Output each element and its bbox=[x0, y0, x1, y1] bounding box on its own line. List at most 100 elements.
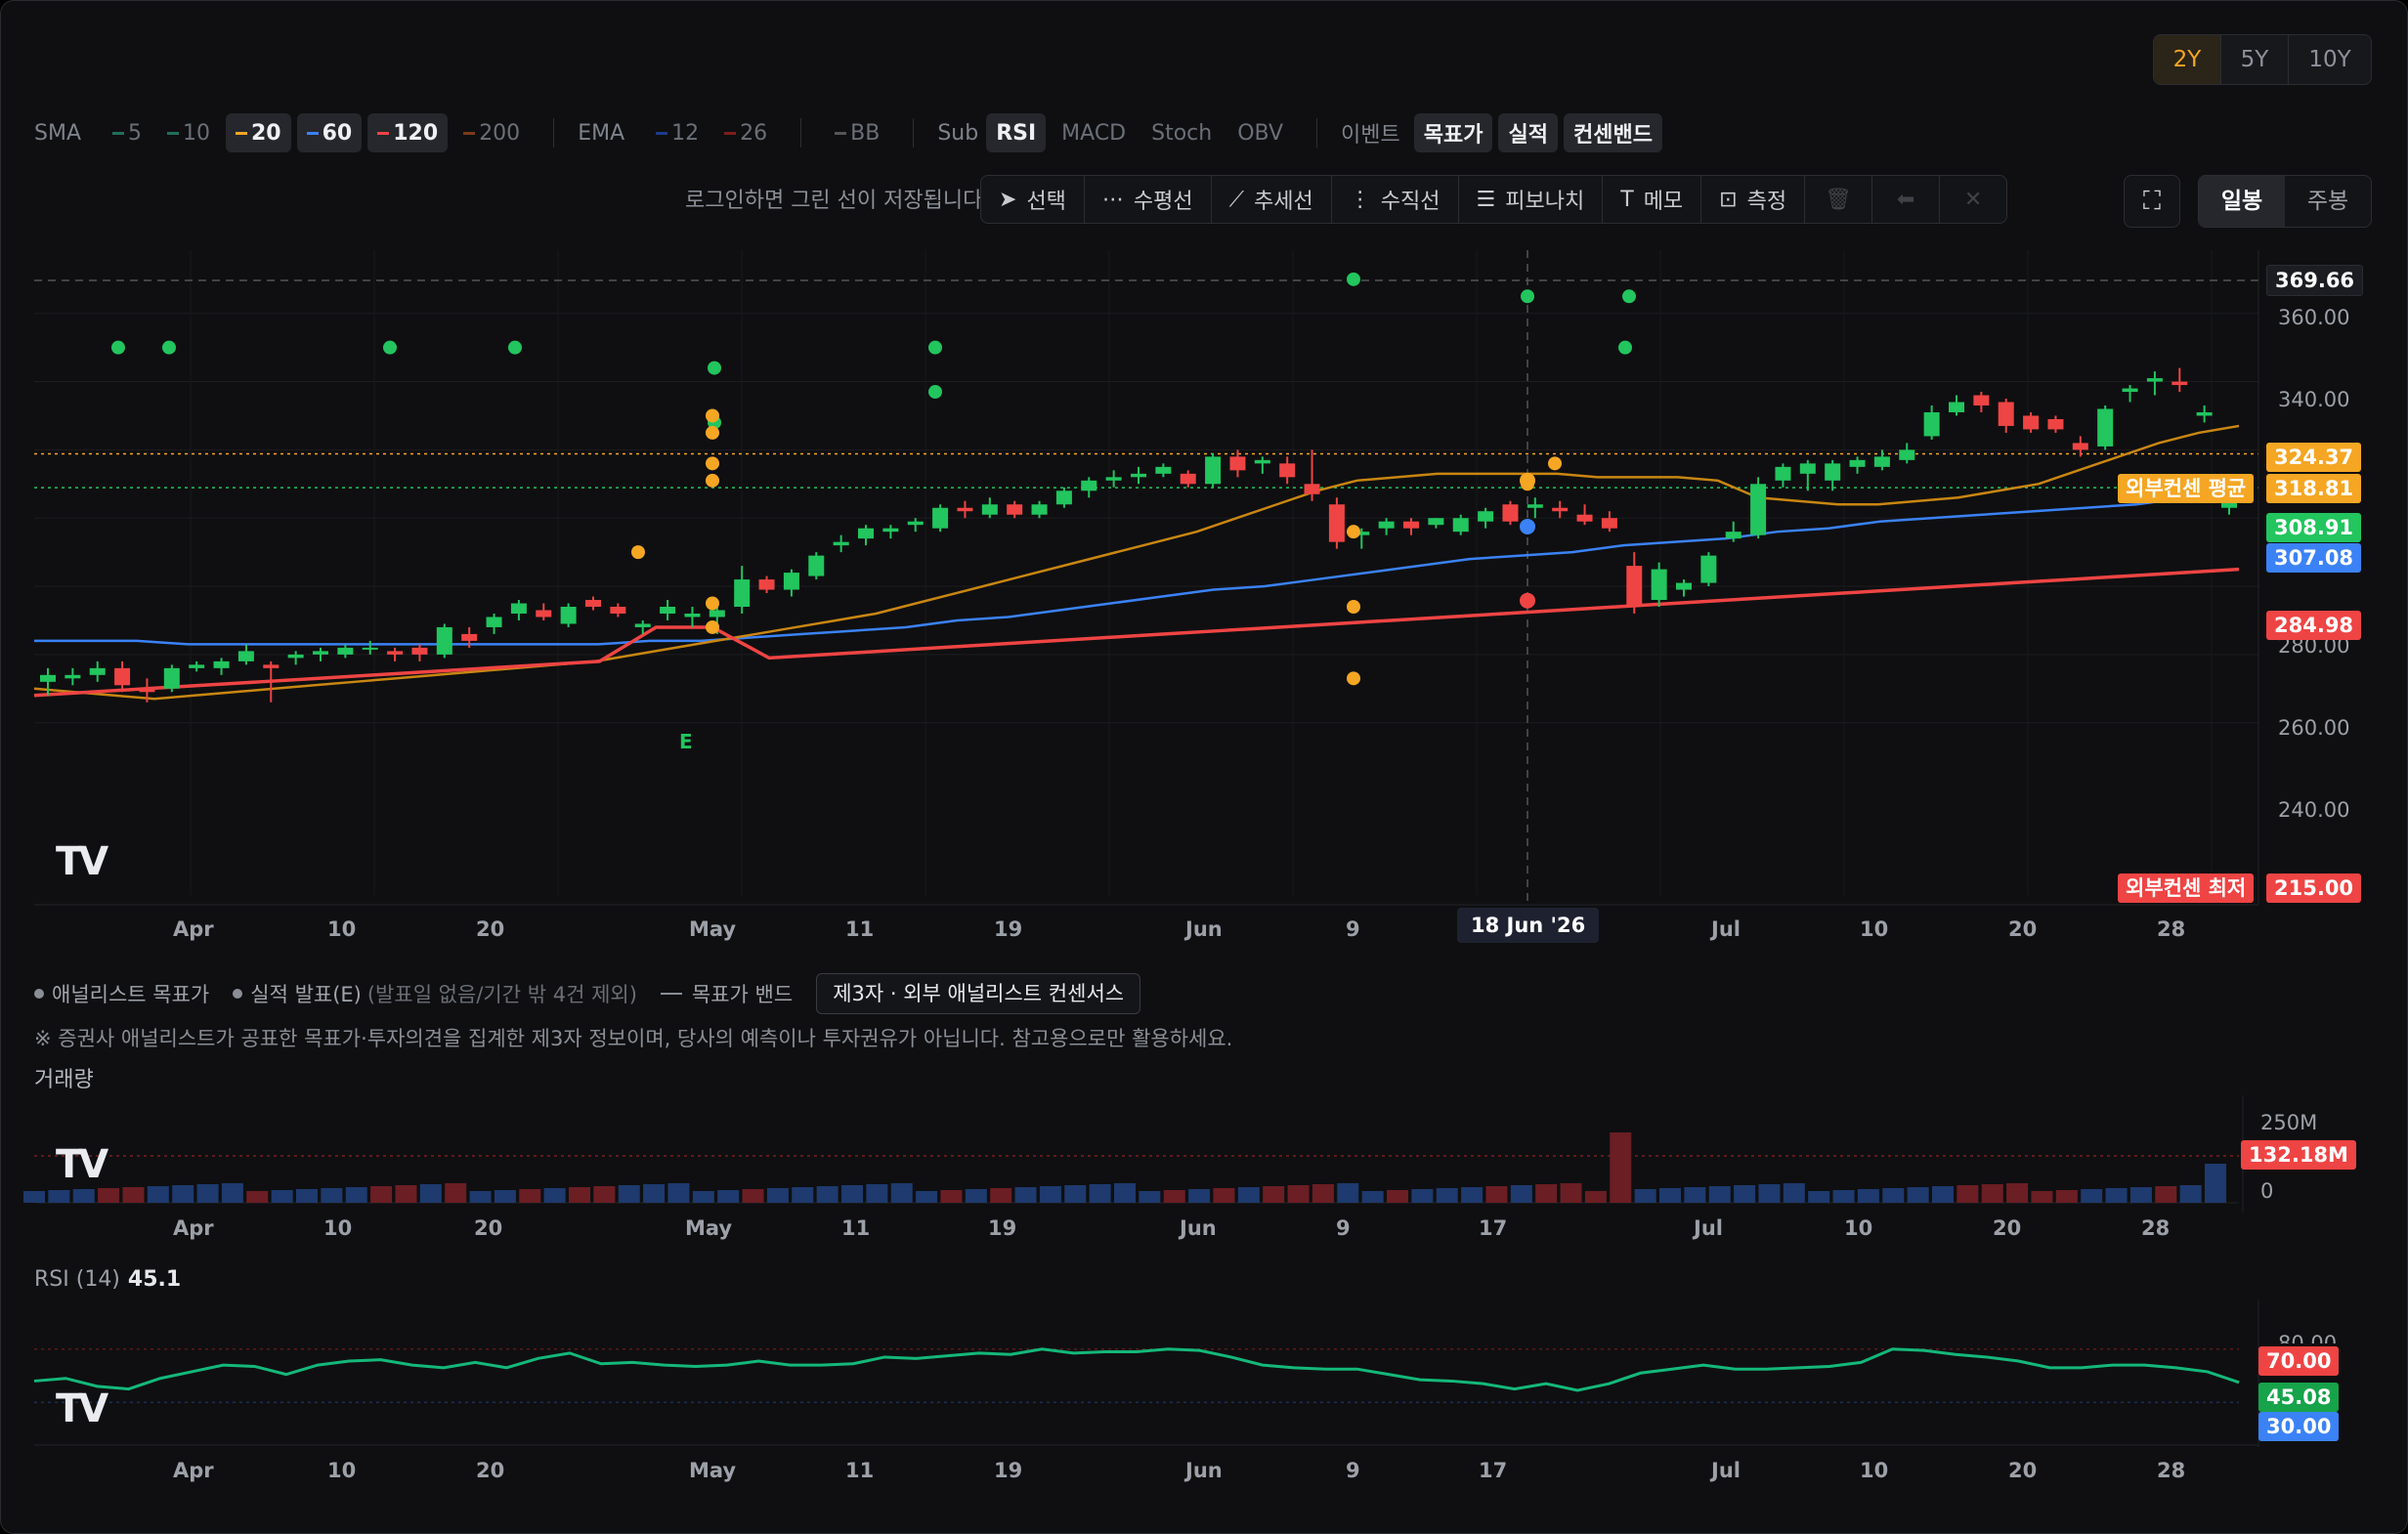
vertical-line-tool-button[interactable]: ⋮ 수직선 bbox=[1332, 176, 1459, 223]
volume-date-label: 28 bbox=[2141, 1216, 2171, 1240]
trash-icon[interactable]: 🗑 bbox=[1805, 176, 1873, 223]
rsi-date-label: Jul bbox=[1711, 1459, 1741, 1482]
volume-bar bbox=[2155, 1186, 2177, 1203]
crosshair-sma120-marker bbox=[1520, 592, 1535, 609]
close-icon[interactable]: ✕ bbox=[1963, 187, 1983, 212]
volume-bar bbox=[717, 1190, 740, 1203]
sub-obv-toggle[interactable]: OBV bbox=[1237, 120, 1284, 146]
sma-200-toggle[interactable]: 200 bbox=[453, 113, 530, 152]
candle-body bbox=[411, 647, 428, 655]
rsi-date-label: Jun bbox=[1185, 1459, 1223, 1482]
candle-body bbox=[2072, 443, 2088, 450]
earnings-marker[interactable]: E bbox=[679, 730, 693, 753]
sma-10-label: 10 bbox=[183, 120, 210, 146]
candle-body bbox=[1131, 473, 1146, 478]
event-consensus-band-toggle[interactable]: 컨센밴드 bbox=[1563, 113, 1662, 152]
candle-body bbox=[1378, 521, 1395, 529]
undo-icon[interactable]: ⬅ bbox=[1872, 176, 1941, 223]
candle-body bbox=[1031, 504, 1048, 515]
volume-date-label: Jun bbox=[1180, 1216, 1217, 1240]
measure-tool-button[interactable]: ⊡ 측정 bbox=[1701, 176, 1806, 223]
volume-bar bbox=[1163, 1190, 1185, 1203]
sma-120-toggle[interactable]: 120 bbox=[367, 113, 449, 152]
candle-body bbox=[510, 603, 527, 614]
trend-line-icon: ⟋ bbox=[1228, 187, 1245, 212]
volume-bar bbox=[1436, 1188, 1458, 1203]
volume-date-label: 20 bbox=[474, 1216, 503, 1240]
candle-body bbox=[858, 528, 874, 539]
range-10y-button[interactable]: 10Y bbox=[2308, 47, 2351, 72]
candle-body bbox=[1849, 459, 1866, 467]
analyst-target-dot bbox=[706, 456, 719, 471]
horizontal-line-tool-button[interactable]: ⋯ 수평선 bbox=[1085, 176, 1212, 223]
consensus-low-badge: 외부컨센 최저 bbox=[2118, 874, 2255, 903]
volume-bar bbox=[1485, 1186, 1508, 1203]
bb-toggle[interactable]: BB bbox=[825, 113, 889, 152]
volume-bar bbox=[494, 1190, 516, 1203]
candle-body bbox=[2146, 378, 2163, 382]
indicator-toolbar: SMA 5 10 20 60 120 200 EMA 12 26 BB Sub … bbox=[34, 112, 1668, 153]
volume-title: 거래량 bbox=[34, 1068, 94, 1092]
rsi-label-70: 70.00 bbox=[2258, 1346, 2340, 1376]
candle-body bbox=[114, 667, 131, 686]
consensus-button[interactable]: 제3자 · 외부 애널리스트 컨센서스 bbox=[816, 973, 1141, 1014]
candle-body bbox=[237, 651, 254, 661]
volume-bar bbox=[2055, 1190, 2078, 1203]
trend-line-tool-button[interactable]: ⟋ 추세선 bbox=[1212, 176, 1332, 223]
sub-macd-toggle[interactable]: MACD bbox=[1061, 120, 1127, 146]
candle-body bbox=[362, 647, 378, 650]
range-2y-button[interactable]: 2Y bbox=[2154, 35, 2221, 84]
candle-body bbox=[1328, 504, 1345, 542]
event-target-toggle[interactable]: 목표가 bbox=[1413, 113, 1493, 152]
rsi-chart[interactable] bbox=[1, 1300, 2408, 1447]
rsi-date-label: 20 bbox=[2008, 1459, 2038, 1482]
sma-10-toggle[interactable]: 10 bbox=[157, 113, 220, 152]
candle-body bbox=[163, 667, 180, 689]
candle-body bbox=[808, 555, 825, 576]
legend-band-label: 목표가 밴드 bbox=[691, 983, 794, 1006]
select-tool-button[interactable]: ➤ 선택 bbox=[981, 176, 1085, 223]
sma-5-swatch bbox=[112, 131, 124, 135]
sma-60-label: 60 bbox=[322, 120, 353, 146]
weekly-timeframe-button[interactable]: 주봉 bbox=[2306, 189, 2349, 214]
event-earnings-toggle[interactable]: 실적 bbox=[1498, 113, 1558, 152]
candle-body bbox=[1799, 463, 1816, 474]
sub-rsi-toggle[interactable]: RSI bbox=[986, 113, 1047, 152]
volume-bar bbox=[1411, 1189, 1434, 1203]
volume-bar bbox=[766, 1188, 789, 1203]
volume-bar bbox=[1634, 1189, 1656, 1203]
candle-body bbox=[1180, 473, 1196, 485]
memo-tool-button[interactable]: T 메모 bbox=[1603, 176, 1702, 223]
volume-bar bbox=[890, 1183, 913, 1203]
ema-26-toggle[interactable]: 26 bbox=[714, 113, 777, 152]
analyst-target-dot bbox=[706, 473, 719, 488]
sma-20-toggle[interactable]: 20 bbox=[226, 113, 291, 152]
candle-body bbox=[2047, 418, 2064, 430]
date-label: 9 bbox=[1346, 917, 1360, 941]
volume-bar bbox=[445, 1183, 467, 1203]
legend-earnings-note: (발표일 없음/기간 밖 4건 제외) bbox=[366, 983, 637, 1006]
sma-5-toggle[interactable]: 5 bbox=[103, 113, 151, 152]
legend-dash bbox=[660, 993, 682, 995]
sma-60-toggle[interactable]: 60 bbox=[296, 113, 363, 152]
price-label-sma60: 307.08 bbox=[2266, 543, 2362, 573]
vertical-line-tool-label: 수직선 bbox=[1380, 190, 1440, 214]
candle-body bbox=[758, 579, 775, 590]
candle-body bbox=[957, 507, 973, 512]
date-label: 20 bbox=[476, 917, 505, 941]
candle-body bbox=[560, 606, 577, 624]
sub-stoch-toggle[interactable]: Stoch bbox=[1151, 120, 1213, 146]
daily-timeframe-button[interactable]: 일봉 bbox=[2199, 176, 2285, 227]
ema-26-label: 26 bbox=[740, 120, 768, 146]
price-chart[interactable] bbox=[1, 250, 2408, 924]
fibonacci-tool-button[interactable]: ☰ 피보나치 bbox=[1459, 176, 1604, 223]
ema-12-toggle[interactable]: 12 bbox=[646, 113, 709, 152]
range-5y-button[interactable]: 5Y bbox=[2221, 35, 2289, 84]
candle-body bbox=[1949, 402, 1964, 412]
fullscreen-icon[interactable]: ⛶ bbox=[2124, 175, 2180, 228]
rsi-date-label: 17 bbox=[1479, 1459, 1508, 1482]
volume-bar bbox=[1312, 1184, 1334, 1203]
candle-body bbox=[2172, 381, 2188, 386]
legend-band: 목표가 밴드 bbox=[660, 979, 794, 1008]
volume-chart[interactable] bbox=[1, 1095, 2408, 1213]
